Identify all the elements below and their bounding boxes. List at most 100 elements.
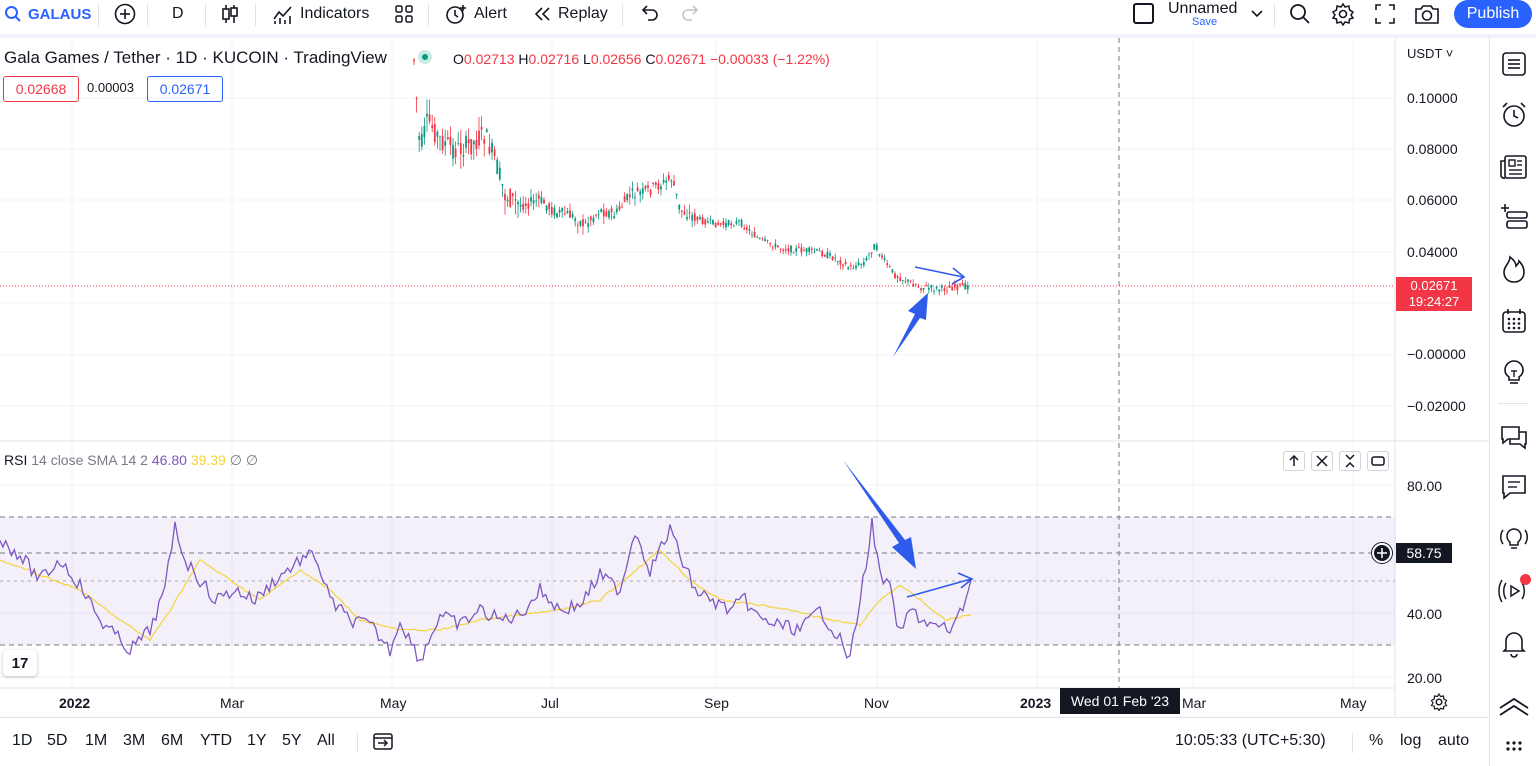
chart-canvas[interactable]: [0, 38, 1489, 728]
buy-price-button[interactable]: 0.02671: [147, 76, 223, 102]
chart-legend-title[interactable]: Gala Games / Tether · 1D · KUCOIN · Trad…: [4, 48, 387, 67]
search-icon: [1289, 3, 1311, 25]
range-ytd-button[interactable]: YTD: [200, 732, 232, 749]
rsi-legend[interactable]: RSI 14 close SMA 14 2 46.80 39.39 ∅ ∅: [4, 452, 258, 469]
alert-button[interactable]: Alert: [444, 0, 507, 28]
chart-type-button[interactable]: [220, 0, 240, 28]
streams-button[interactable]: [1497, 574, 1531, 608]
chart-settings-button[interactable]: [1430, 692, 1448, 714]
fullscreen-icon: [1374, 3, 1396, 25]
range-5y-button[interactable]: 5Y: [282, 732, 302, 749]
symbol-search-button[interactable]: GALAUS: [4, 0, 91, 28]
newspaper-icon: [1500, 155, 1527, 179]
symbol-name: GALAUS: [28, 5, 92, 23]
drawing-arrow-price[interactable]: [914, 266, 966, 285]
gear-icon: [1331, 2, 1355, 26]
templates-button[interactable]: [394, 0, 414, 28]
bar-countdown: 19:24:27: [1408, 294, 1460, 309]
replay-button[interactable]: Replay: [532, 0, 608, 28]
range-1m-button[interactable]: 1M: [85, 732, 108, 749]
sell-price-button[interactable]: 0.02668: [3, 76, 79, 102]
currency-selector[interactable]: USDT ˅: [1407, 46, 1453, 61]
broadcast-play-icon: [1498, 579, 1525, 603]
range-3m-button[interactable]: 3M: [123, 732, 146, 749]
rsi-axis-label: 40.00: [1407, 606, 1443, 622]
rsi-name: RSI: [4, 452, 28, 468]
log-scale-toggle[interactable]: log: [1400, 732, 1422, 749]
lightbulb-icon: [1504, 360, 1524, 384]
publish-button[interactable]: Publish: [1454, 0, 1532, 28]
pane-maximize-button[interactable]: [1367, 451, 1389, 471]
range-all-button[interactable]: All: [317, 732, 335, 749]
search-icon: [4, 5, 22, 23]
pane-close-button[interactable]: [1311, 451, 1333, 471]
price-axis-label: 0.10000: [1407, 90, 1458, 106]
interval-button[interactable]: D: [172, 0, 184, 28]
pane-move-up-button[interactable]: [1283, 451, 1305, 471]
auto-scale-toggle[interactable]: auto: [1438, 732, 1470, 749]
candlestick-icon: [220, 3, 240, 25]
rsi-axis-label: 80.00: [1407, 478, 1443, 494]
close-key: C: [645, 51, 656, 67]
indicators-button[interactable]: Indicators: [272, 0, 369, 28]
settings-button[interactable]: [1331, 0, 1355, 28]
time-axis-label: Nov: [864, 695, 889, 711]
more-tools-button[interactable]: [1497, 732, 1531, 766]
time-axis-label: Jul: [541, 695, 559, 711]
save-link[interactable]: Save: [1192, 16, 1218, 28]
drawing-arrow-up-big[interactable]: [893, 293, 928, 357]
spread-value: 0.00003: [87, 80, 134, 95]
crosshair-date-tag: Wed 01 Feb '23: [1060, 688, 1180, 714]
compare-button[interactable]: [114, 0, 136, 28]
last-price-tag: 0.02671 19:24:27: [1396, 277, 1472, 311]
alarm-clock-icon: [1502, 102, 1526, 127]
layout-name[interactable]: Unnamed: [1168, 0, 1238, 17]
range-6m-button[interactable]: 6M: [161, 732, 184, 749]
quick-search-button[interactable]: [1289, 0, 1311, 28]
watchlist-button[interactable]: [1497, 47, 1531, 81]
drawing-arrow-rsi[interactable]: [906, 572, 974, 598]
time-axis-label: May: [380, 695, 407, 711]
add-plus-icon[interactable]: [1372, 543, 1392, 563]
low-value: 0.02656: [590, 51, 642, 67]
notifications-button[interactable]: [1497, 626, 1531, 660]
undo-button[interactable]: [638, 0, 660, 28]
lightbulb-broadcast-icon: [1500, 528, 1528, 549]
layout-dropdown-button[interactable]: [1251, 0, 1263, 28]
calendar-button[interactable]: [1497, 304, 1531, 338]
chevron-down-icon: [1251, 10, 1263, 18]
rsi-params: 14 close SMA 14 2: [31, 452, 148, 468]
trading-panel-button[interactable]: [1497, 690, 1531, 724]
range-1y-button[interactable]: 1Y: [247, 732, 267, 749]
snapshot-button[interactable]: [1414, 0, 1440, 28]
time-axis-label: Mar: [1182, 695, 1207, 711]
messages-button[interactable]: [1497, 470, 1531, 504]
go-to-date-button[interactable]: [372, 730, 394, 757]
drawing-arrow-down-big[interactable]: [843, 460, 916, 569]
indicators-chart-icon: [272, 3, 294, 25]
ideas-button[interactable]: [1497, 356, 1531, 390]
rewind-icon: [532, 5, 552, 23]
percent-scale-toggle[interactable]: %: [1369, 732, 1384, 749]
grid-icon: [394, 4, 414, 24]
add-to-list-button[interactable]: [1497, 200, 1531, 234]
top-toolbar: GALAUS D Indicators: [0, 0, 1536, 30]
chart-grid: [0, 38, 1395, 688]
layout-checkbox-icon[interactable]: [1133, 3, 1154, 24]
candlestick-series: [413, 58, 969, 296]
chats-button[interactable]: [1497, 420, 1531, 454]
alert-label: Alert: [474, 5, 507, 22]
fullscreen-button[interactable]: [1374, 0, 1396, 28]
hotlists-button[interactable]: [1497, 252, 1531, 286]
timezone-clock[interactable]: 10:05:33 (UTC+5:30): [1175, 732, 1326, 749]
tradingview-logo[interactable]: 17: [3, 650, 37, 676]
ideas-stream-button[interactable]: [1497, 522, 1531, 556]
collapse-icon: [1345, 454, 1355, 468]
pane-collapse-button[interactable]: [1339, 451, 1361, 471]
range-1d-button[interactable]: 1D: [12, 732, 33, 749]
alerts-sidebar-button[interactable]: [1497, 98, 1531, 132]
news-button[interactable]: [1497, 150, 1531, 184]
range-5d-button[interactable]: 5D: [47, 732, 68, 749]
redo-button[interactable]: [680, 0, 702, 28]
close-value: 0.02671: [655, 51, 707, 67]
